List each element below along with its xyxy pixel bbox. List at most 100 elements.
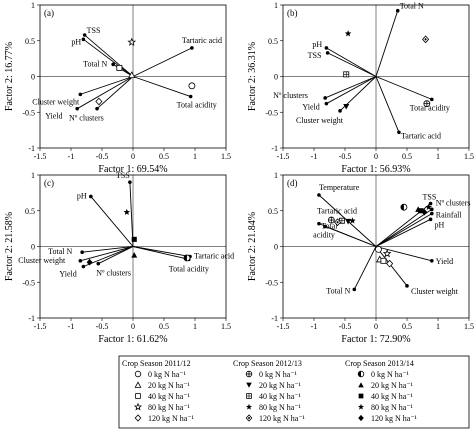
panel-label: (d): [287, 178, 298, 188]
marker-fill: [248, 417, 250, 419]
x-tick-label: -1: [68, 322, 75, 331]
y-axis-label: Factor 2: 36.31%: [247, 42, 258, 111]
marker-shape: [359, 394, 364, 399]
y-tick-label: 0.5: [25, 207, 35, 216]
vector-label: TSS: [87, 26, 101, 35]
x-tick-label: 1: [436, 322, 440, 331]
data-point: [401, 204, 407, 210]
x-tick-label: 1.5: [221, 152, 231, 161]
vector-label: Tartaric acid: [401, 131, 441, 140]
y-axis-label: Factor 2: 21.84%: [247, 212, 258, 281]
vector-endpoint: [317, 193, 321, 197]
vector-label: Cluster weight: [296, 116, 344, 125]
vector-endpoint: [430, 98, 434, 102]
vector-label: Tartaric acid: [317, 207, 357, 216]
x-tick-label: -1: [68, 152, 75, 161]
vector-label: TSS: [423, 193, 437, 202]
vector-endpoint: [89, 195, 93, 199]
marker-shape: [117, 65, 122, 70]
vector-endpoint: [189, 95, 193, 99]
y-tick-label: -1: [271, 314, 278, 323]
y-axis-label: Factor 2: 21.58%: [4, 212, 15, 281]
marker-shape: [381, 258, 386, 263]
vector-label: TSS: [308, 51, 322, 60]
vector-endpoint: [190, 46, 194, 50]
legend-entry-label: 120 kg N ha⁻¹: [371, 414, 418, 423]
vector-label: Yield: [436, 257, 453, 266]
data-point: [328, 217, 334, 223]
y-tick-label: 1: [274, 171, 278, 180]
y-tick-label: -0.5: [265, 108, 278, 117]
x-tick-label: -1.5: [277, 322, 290, 331]
legend: Crop Season 2011/120 kg N ha⁻¹20 kg N ha…: [119, 356, 469, 428]
marker-fill: [337, 221, 339, 223]
vector-label: Nº clusters: [273, 91, 308, 100]
vector-label: pH: [77, 191, 87, 200]
legend-entry-label: 0 kg N ha⁻¹: [371, 370, 410, 379]
x-tick-label: 0.5: [159, 322, 169, 331]
x-tick-label: 1.5: [221, 322, 231, 331]
data-point: [189, 83, 195, 89]
vector-endpoint: [325, 46, 329, 50]
x-tick-label: 0: [374, 152, 378, 161]
y-tick-label: 1: [31, 171, 35, 180]
vector-label: Cluster weight: [32, 97, 80, 106]
vector-label: Yield: [45, 112, 62, 121]
vector-endpoint: [325, 102, 329, 106]
legend-marker: [359, 394, 364, 399]
vector-endpoint: [82, 265, 86, 269]
data-point: [375, 246, 381, 252]
vector-endpoint: [430, 212, 434, 216]
vector-endpoint: [128, 180, 132, 184]
vector-endpoint: [79, 259, 83, 263]
y-axis-label: Factor 2: 16.77%: [4, 42, 15, 111]
x-tick-label: 0.5: [402, 152, 412, 161]
vector-label: TSS: [116, 171, 130, 180]
vector-label: Cluster weight: [411, 287, 459, 296]
vector-endpoint: [111, 63, 115, 67]
x-tick-label: 1.5: [464, 322, 474, 331]
vector-label: Total N: [400, 2, 424, 11]
y-tick-label: -1: [28, 314, 35, 323]
legend-entry-label: 120 kg N ha⁻¹: [259, 414, 306, 423]
vector-endpoint: [430, 259, 434, 263]
y-tick-label: 0: [274, 73, 278, 82]
y-tick-label: -1: [271, 144, 278, 153]
y-tick-label: -0.5: [265, 278, 278, 287]
x-tick-label: -1.5: [34, 322, 47, 331]
vector-endpoint: [75, 107, 79, 111]
legend-entry-label: 80 kg N ha⁻¹: [259, 403, 302, 412]
y-tick-label: -0.5: [22, 278, 35, 287]
vector-label: pH: [435, 220, 445, 229]
legend-entry-label: 80 kg N ha⁻¹: [148, 403, 191, 412]
vector-label: Tartaric acid: [194, 252, 234, 261]
vector-label: Total N: [326, 286, 350, 295]
x-axis-label: Factor 1: 69.54%: [98, 164, 167, 175]
marker-shape: [132, 237, 137, 242]
vector-label: pH: [312, 40, 322, 49]
x-tick-label: -0.5: [96, 152, 109, 161]
legend-entry-label: 20 kg N ha⁻¹: [148, 381, 191, 390]
marker-shape: [189, 83, 195, 89]
data-point: [184, 255, 190, 261]
vector-label: Tartaric acid: [182, 36, 222, 45]
y-tick-label: 0: [31, 243, 35, 252]
x-tick-label: -1: [311, 152, 318, 161]
vector-endpoint: [429, 202, 433, 206]
data-point: [132, 237, 137, 242]
legend-column-title: Crop Season 2013/14: [345, 359, 414, 368]
legend-entry-label: 0 kg N ha⁻¹: [148, 370, 187, 379]
legend-entry-label: 20 kg N ha⁻¹: [259, 381, 302, 390]
y-tick-label: 1: [31, 1, 35, 10]
marker-fill: [425, 38, 427, 40]
vector-label: Nº clusters: [69, 114, 104, 123]
vector-label: Yield: [302, 103, 319, 112]
panel-label: (c): [44, 178, 54, 188]
x-tick-label: 0: [374, 322, 378, 331]
vector-endpoint: [338, 109, 342, 113]
y-tick-label: -1: [28, 144, 35, 153]
vector-endpoint: [96, 262, 100, 266]
x-tick-label: -1: [311, 322, 318, 331]
marker-shape: [375, 246, 381, 252]
x-tick-label: -1.5: [277, 152, 290, 161]
